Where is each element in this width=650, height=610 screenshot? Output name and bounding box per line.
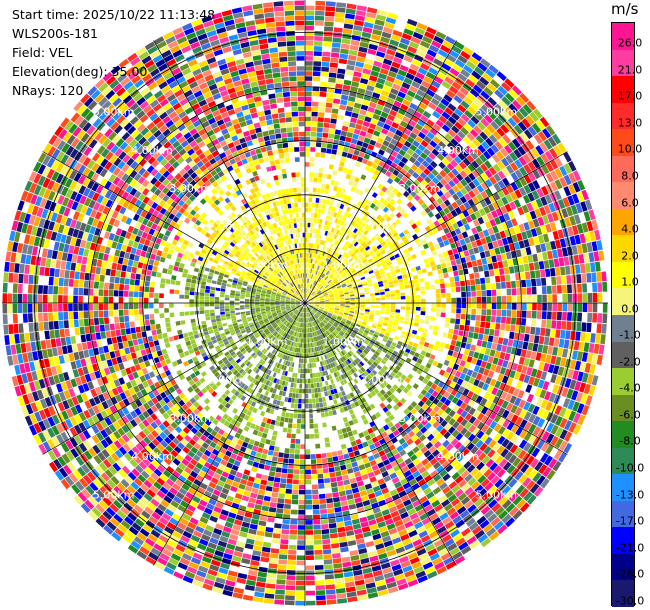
colorbar-segment <box>612 208 634 236</box>
spoke-150 <box>304 302 457 566</box>
spoke-300 <box>42 151 306 304</box>
colorbar-tick: 21.0 <box>617 63 643 77</box>
range-label: 3.00km <box>399 412 441 425</box>
range-label: 5.00km <box>93 488 135 501</box>
colorbar-tick: 0.0 <box>621 302 639 316</box>
range-label: 1.00km <box>323 259 365 272</box>
colorbar-segment <box>612 102 634 130</box>
colorbar-segment <box>612 341 634 369</box>
range-label: 2.00km <box>208 374 250 387</box>
colorbar-tick: -1.0 <box>619 328 641 342</box>
colorbar-tick: 4.0 <box>621 222 639 236</box>
range-label: 4.00km <box>437 450 479 463</box>
colorbar-tick: -17.0 <box>615 514 645 528</box>
colorbar <box>611 22 635 608</box>
colorbar-tick: -21.0 <box>615 541 645 555</box>
nrays-text: NRays: 120 <box>12 83 84 98</box>
range-label: 3.00km <box>169 412 211 425</box>
colorbar-segment <box>612 182 634 210</box>
colorbar-tick: 17.0 <box>617 89 643 103</box>
spoke-210 <box>153 302 306 566</box>
spoke-240 <box>42 302 306 455</box>
instrument-text: WLS200s-181 <box>12 26 98 41</box>
start-time-text: Start time: 2025/10/22 11:13:48 <box>12 7 216 22</box>
colorbar-segment <box>612 155 634 183</box>
colorbar-segment <box>612 527 634 555</box>
colorbar-segment <box>612 76 634 104</box>
colorbar-segment <box>612 421 634 449</box>
spoke-30 <box>304 40 457 304</box>
colorbar-unit: m/s <box>611 0 639 18</box>
colorbar-tick: 10.0 <box>617 142 643 156</box>
range-label: 4.00km <box>131 450 173 463</box>
spoke-120 <box>304 302 568 455</box>
range-labels: 1.00km 2.00km 3.00km 4.00km 5.00km 1.00km 2.00… <box>93 106 517 502</box>
colorbar-segment <box>612 261 634 289</box>
colorbar-segment <box>612 580 634 608</box>
colorbar-tick: -13.0 <box>615 488 645 501</box>
elevation-text: Elevation(deg): 35.00 <box>12 64 148 79</box>
colorbar-segment <box>612 288 634 316</box>
colorbar-tick: -4.0 <box>619 381 641 395</box>
colorbar-tick: 26.0 <box>617 36 643 50</box>
colorbar-tick: -10.0 <box>615 461 645 475</box>
colorbar-segment <box>612 315 634 343</box>
colorbar-tick: 8.0 <box>621 169 639 183</box>
colorbar-tick: 6.0 <box>621 196 639 209</box>
range-label: 1.00km <box>246 335 288 348</box>
colorbar-tick: 1.0 <box>621 275 639 289</box>
range-label: 2.00km <box>208 221 250 234</box>
colorbar-tick: -6.0 <box>619 408 641 422</box>
colorbar-tick: -30.0 <box>615 594 645 608</box>
colorbar-segment <box>612 49 634 77</box>
range-label: 3.00km <box>399 182 441 195</box>
spoke-60 <box>304 151 568 304</box>
field-text: Field: VEL <box>12 45 73 60</box>
colorbar-segment <box>612 500 634 528</box>
range-label: 4.00km <box>437 144 479 157</box>
colorbar-tick: -2.0 <box>619 355 641 369</box>
colorbar-segment <box>612 447 634 475</box>
colorbar-segment <box>612 23 634 51</box>
range-label: 5.00km <box>93 106 135 119</box>
range-label: 4.00km <box>131 144 173 157</box>
spoke-330 <box>153 40 306 304</box>
azimuth-spokes <box>2 0 608 606</box>
colorbar-tick: -26.0 <box>615 567 645 581</box>
colorbar-segment <box>612 235 634 263</box>
range-label: 2.00km <box>361 374 403 387</box>
colorbar-segment <box>612 368 634 396</box>
colorbar-tick: 13.0 <box>617 116 643 130</box>
velocity-gates <box>2 0 608 606</box>
range-label: 2.00km <box>361 221 403 234</box>
colorbar-segment <box>612 474 634 502</box>
colorbar-tick: -8.0 <box>619 434 641 448</box>
colorbar-segment <box>612 553 634 581</box>
range-label: 5.00km <box>476 488 518 501</box>
range-label: 1.00km <box>246 259 288 272</box>
range-label: 5.00km <box>476 106 518 119</box>
colorbar-segment <box>612 394 634 422</box>
info-panel: Start time: 2025/10/22 11:13:48 WLS200s-… <box>12 5 215 100</box>
colorbar-segment <box>612 129 634 157</box>
range-label: 3.00km <box>169 182 211 195</box>
range-label: 1.00km <box>323 335 365 348</box>
colorbar-tick: 2.0 <box>621 249 639 263</box>
